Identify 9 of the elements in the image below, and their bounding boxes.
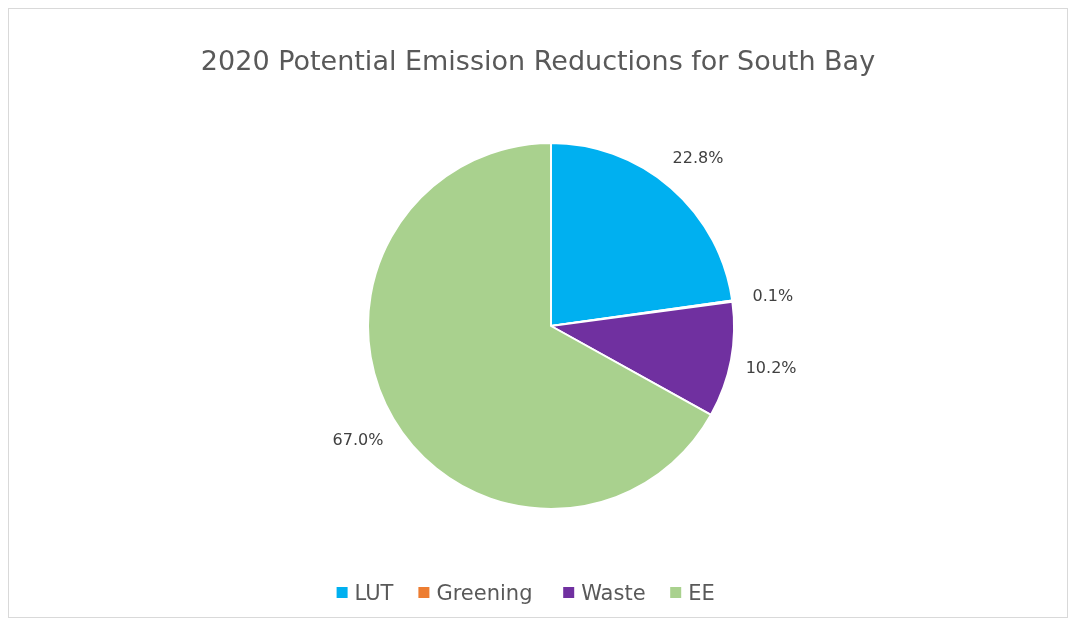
chart-title: 2020 Potential Emission Reductions for South Bay (200, 45, 876, 76)
legend-label: Waste (581, 581, 646, 606)
data-label: 22.8% (672, 147, 724, 167)
legend-label: LUT (354, 581, 394, 606)
data-label: 10.2% (745, 358, 797, 378)
legend-label: Greening (436, 581, 533, 606)
data-label: 67.0% (332, 430, 384, 450)
data-label: 0.1% (752, 286, 794, 306)
legend-label: EE (688, 581, 715, 606)
